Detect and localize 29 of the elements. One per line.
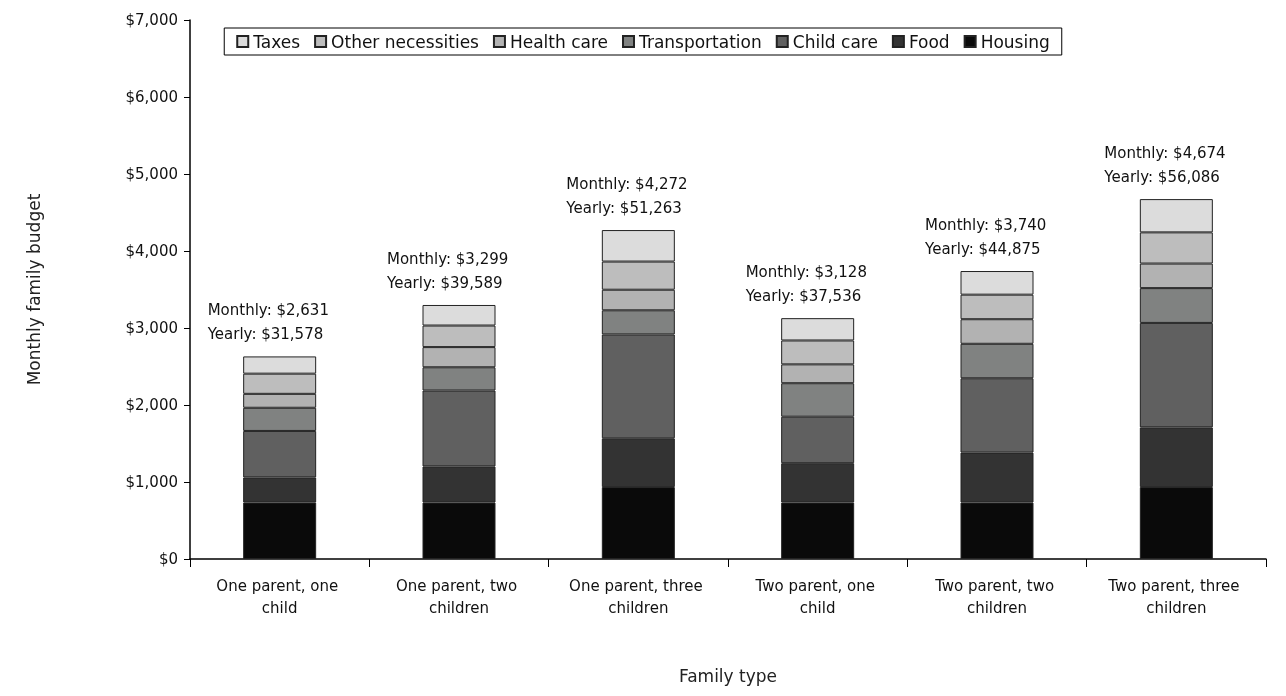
y-tick-label: $7,000 xyxy=(125,11,178,29)
legend-label: Housing xyxy=(980,31,1050,52)
legend-label: Food xyxy=(908,31,950,52)
x-tick-label: Two parent, one child xyxy=(754,577,880,617)
legend-label: Other necessities xyxy=(331,31,480,52)
legend-label: Transportation xyxy=(638,31,762,52)
total-label: Monthly: $4,674 Yearly: $56,086 xyxy=(1103,144,1226,187)
x-tick-label: One parent, three children xyxy=(569,577,708,617)
legend-label: Child care xyxy=(792,31,878,52)
legend-label: Taxes xyxy=(252,31,301,52)
total-label: Monthly: $4,272 Yearly: $51,263 xyxy=(565,175,688,218)
y-tick-label: $2,000 xyxy=(125,396,178,414)
y-tick-label: $4,000 xyxy=(125,242,178,260)
x-axis-title: Family type xyxy=(678,665,778,686)
y-tick-label: $6,000 xyxy=(125,88,178,106)
y-tick-label: $0 xyxy=(158,550,178,568)
x-tick-label: One parent, two children xyxy=(395,577,523,617)
total-label: Monthly: $2,631 Yearly: $31,578 xyxy=(206,301,329,344)
x-tick-label: One parent, one child xyxy=(216,577,344,617)
legend-label: Health care xyxy=(509,31,609,52)
total-label: Monthly: $3,740 Yearly: $44,875 xyxy=(924,216,1047,259)
y-tick-label: $5,000 xyxy=(125,165,178,183)
y-axis-title: Monthly family budget xyxy=(23,193,44,386)
y-tick-label: $3,000 xyxy=(125,319,178,337)
x-tick-label: Two parent, two children xyxy=(934,577,1059,617)
x-tick-label: Two parent, three children xyxy=(1107,577,1245,617)
y-tick-label: $1,000 xyxy=(125,473,178,491)
total-label: Monthly: $3,128 Yearly: $37,536 xyxy=(744,263,867,306)
total-label: Monthly: $3,299 Yearly: $39,589 xyxy=(386,249,509,292)
